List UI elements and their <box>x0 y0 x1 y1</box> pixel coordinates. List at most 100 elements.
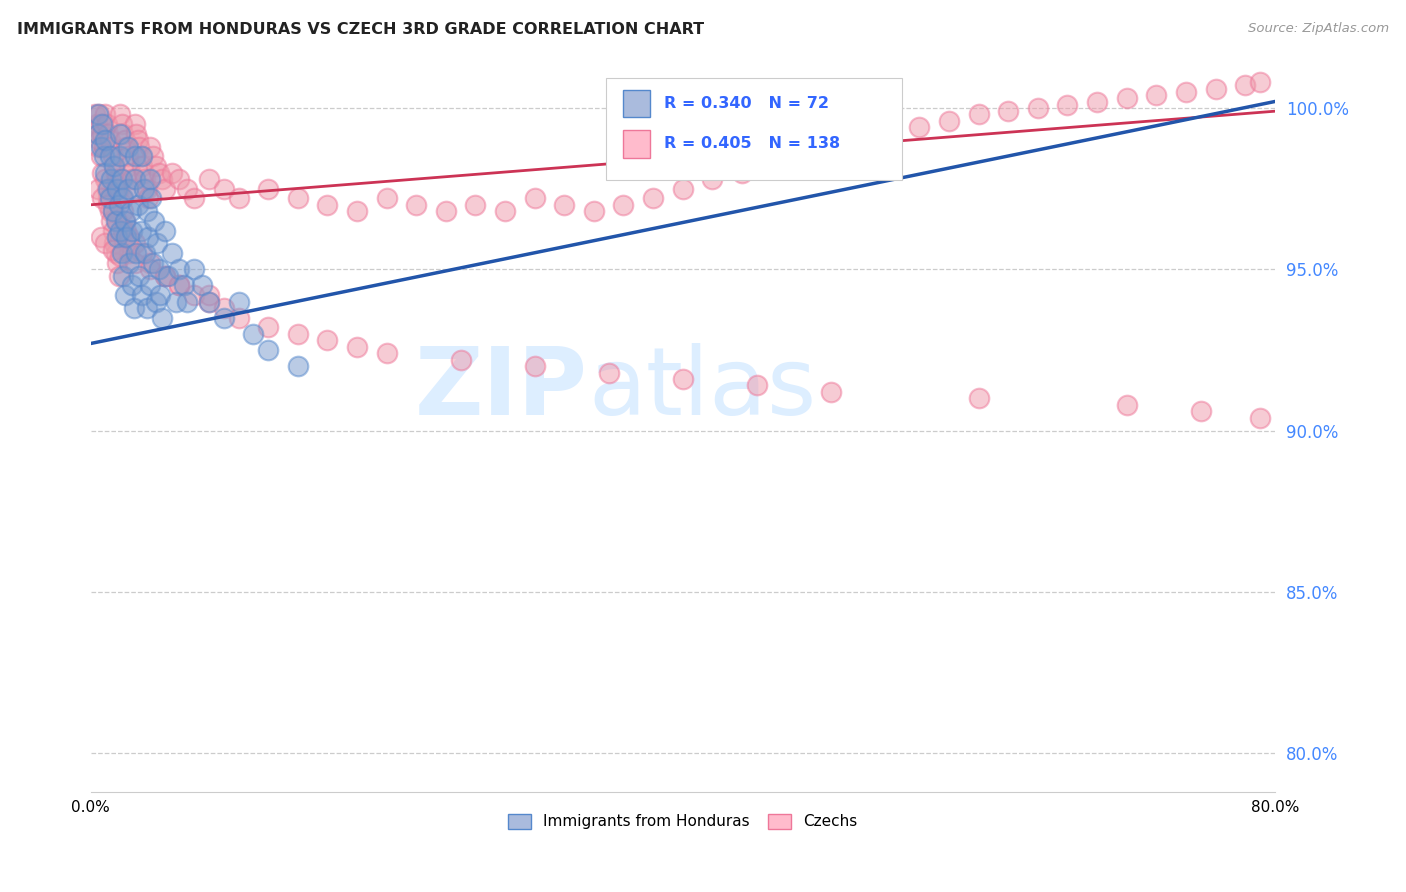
Point <box>967 392 990 406</box>
Point <box>672 372 695 386</box>
Point <box>110 249 132 263</box>
Point <box>124 172 146 186</box>
Point <box>114 288 136 302</box>
Point <box>1234 78 1257 93</box>
Point <box>94 107 117 121</box>
Point <box>212 181 235 195</box>
Point <box>121 224 143 238</box>
Bar <box>623 130 650 158</box>
Point <box>553 198 575 212</box>
Point <box>101 204 124 219</box>
Point <box>1144 88 1167 103</box>
Point <box>598 366 620 380</box>
Point <box>228 310 250 325</box>
Point <box>94 236 117 251</box>
Point <box>103 159 125 173</box>
Point <box>1026 101 1049 115</box>
Point <box>107 181 129 195</box>
Point <box>129 149 152 163</box>
Point <box>125 246 148 260</box>
Point <box>702 172 724 186</box>
Point <box>145 294 167 309</box>
Point <box>91 127 114 141</box>
Point <box>111 172 134 186</box>
Point <box>118 256 141 270</box>
Point <box>908 120 931 135</box>
Point <box>114 214 136 228</box>
Point <box>87 139 110 153</box>
Point <box>87 107 110 121</box>
Point <box>120 204 142 219</box>
Point <box>257 181 280 195</box>
Point <box>98 191 121 205</box>
Point <box>118 159 141 173</box>
Point <box>112 224 135 238</box>
Point <box>183 191 205 205</box>
FancyBboxPatch shape <box>606 78 901 180</box>
Point <box>97 181 120 195</box>
Point <box>228 191 250 205</box>
Point <box>190 278 212 293</box>
Point <box>139 278 162 293</box>
Point <box>100 139 122 153</box>
Point <box>98 133 121 147</box>
Text: IMMIGRANTS FROM HONDURAS VS CZECH 3RD GRADE CORRELATION CHART: IMMIGRANTS FROM HONDURAS VS CZECH 3RD GR… <box>17 22 704 37</box>
Point <box>820 139 842 153</box>
Point <box>1085 95 1108 109</box>
Point <box>523 191 546 205</box>
Point <box>117 181 139 195</box>
Point <box>111 246 134 260</box>
Point <box>761 159 783 173</box>
Point <box>287 359 309 373</box>
Point <box>122 181 145 195</box>
Point <box>115 139 138 153</box>
Point <box>131 149 153 163</box>
Point <box>1056 97 1078 112</box>
Point <box>117 236 139 251</box>
Point <box>100 172 122 186</box>
Bar <box>623 89 650 118</box>
Point <box>87 127 110 141</box>
Point <box>134 246 156 260</box>
Point <box>464 198 486 212</box>
Point <box>176 181 198 195</box>
Point <box>114 133 136 147</box>
Point <box>212 310 235 325</box>
Point <box>104 165 127 179</box>
Point <box>641 191 664 205</box>
Point <box>91 191 114 205</box>
Point <box>115 224 138 238</box>
Point <box>375 346 398 360</box>
Point <box>84 107 107 121</box>
Point <box>153 181 176 195</box>
Point <box>105 230 128 244</box>
Point <box>117 149 139 163</box>
Point <box>153 268 176 283</box>
Point <box>183 262 205 277</box>
Point <box>138 191 160 205</box>
Point <box>672 181 695 195</box>
Point <box>494 204 516 219</box>
Point <box>523 359 546 373</box>
Point <box>125 127 148 141</box>
Point <box>111 117 134 131</box>
Point <box>105 172 128 186</box>
Point <box>156 268 179 283</box>
Point <box>160 246 183 260</box>
Point <box>405 198 427 212</box>
Point <box>124 236 146 251</box>
Point <box>122 301 145 315</box>
Text: atlas: atlas <box>588 343 817 435</box>
Point <box>582 204 605 219</box>
Point <box>104 246 127 260</box>
Point <box>91 165 114 179</box>
Point <box>105 214 128 228</box>
Point <box>101 224 124 238</box>
Point <box>97 198 120 212</box>
Point <box>1174 85 1197 99</box>
Point <box>110 107 132 121</box>
Point <box>142 256 165 270</box>
Point <box>118 230 141 244</box>
Point <box>745 378 768 392</box>
Point <box>287 326 309 341</box>
